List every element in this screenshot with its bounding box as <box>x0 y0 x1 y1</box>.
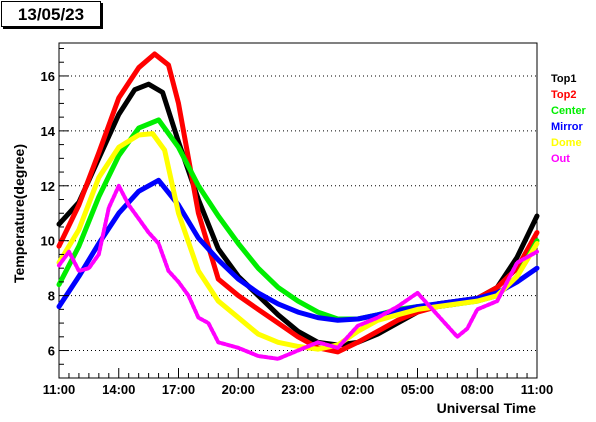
y-tick-label: 8 <box>48 289 55 304</box>
x-tick-label: 20:00 <box>222 382 255 397</box>
x-tick-label: 23:00 <box>281 382 314 397</box>
series-line-out <box>57 183 539 361</box>
x-tick-label: 02:00 <box>341 382 374 397</box>
legend: Top1 Top2 Center Mirror Dome Out <box>551 73 587 165</box>
legend-entry-out: Out <box>551 153 570 165</box>
y-tick-label: 16 <box>41 69 55 84</box>
x-tick-label: 17:00 <box>162 382 195 397</box>
date-label-box: 13/05/23 <box>1 1 101 27</box>
x-axis-label: Universal Time <box>437 400 537 416</box>
y-tick-label: 10 <box>41 234 55 249</box>
legend-entry-top2: Top2 <box>551 89 576 101</box>
legend-entry-mirror: Mirror <box>551 121 584 133</box>
legend-entry-center: Center <box>551 105 587 117</box>
y-tick-label: 12 <box>41 179 55 194</box>
date-label: 13/05/23 <box>17 5 85 24</box>
y-axis-label: Temperature(degree) <box>11 144 27 283</box>
legend-entry-top1: Top1 <box>551 73 576 85</box>
x-tick-label: 08:00 <box>461 382 494 397</box>
legend-entry-dome: Dome <box>551 137 582 149</box>
series-line-mirror <box>56 177 540 323</box>
plot-frame <box>58 42 538 379</box>
x-tick-label: 05:00 <box>401 382 434 397</box>
x-tick-label: 11:00 <box>43 382 76 397</box>
x-tick-label: 11:00 <box>521 382 554 397</box>
series-group <box>56 51 540 361</box>
y-tick-label: 14 <box>41 124 56 139</box>
series-line-dome <box>56 131 540 352</box>
y-tick-label: 6 <box>48 344 55 359</box>
axes: 6 8 10 12 14 16 11:00 14:00 17:00 20:00 23:00 02:00… <box>41 47 554 397</box>
x-tick-label: 14:00 <box>102 382 135 397</box>
